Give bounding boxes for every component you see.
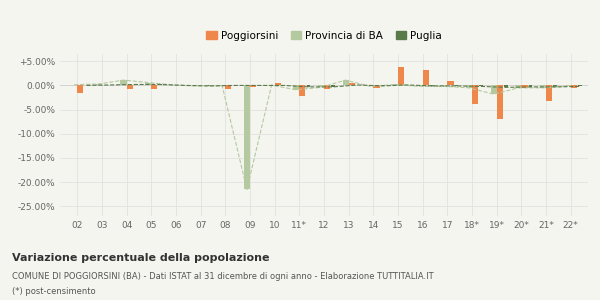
Bar [392, 85, 398, 86]
Bar [194, 85, 200, 86]
Bar [504, 85, 508, 87]
Bar [226, 85, 232, 89]
Text: (*) post-censimento: (*) post-censimento [12, 287, 95, 296]
Bar [250, 85, 256, 87]
Bar [571, 85, 577, 88]
Bar [381, 85, 385, 86]
Bar [546, 85, 552, 101]
Text: Variazione percentuale della popolazione: Variazione percentuale della popolazione [12, 253, 269, 263]
Bar [299, 85, 305, 96]
Bar [158, 85, 163, 86]
Bar [430, 85, 434, 86]
Bar [578, 85, 582, 86]
Bar [127, 85, 133, 89]
Bar [275, 83, 281, 85]
Bar [151, 85, 157, 89]
Bar [331, 85, 335, 87]
Bar [455, 85, 458, 86]
Bar [540, 85, 546, 88]
Bar [448, 81, 454, 85]
Bar [77, 85, 83, 93]
Bar [441, 85, 448, 86]
Bar [145, 82, 151, 85]
Bar [293, 85, 299, 90]
Bar [307, 85, 310, 87]
Bar [324, 85, 330, 89]
Bar [565, 85, 571, 86]
Bar [472, 85, 478, 104]
Bar [466, 85, 472, 88]
Bar [71, 85, 77, 86]
Bar [343, 80, 349, 86]
Bar [208, 85, 212, 86]
Bar [521, 85, 527, 88]
Bar [398, 67, 404, 86]
Text: COMUNE DI POGGIORSINI (BA) - Dati ISTAT al 31 dicembre di ogni anno - Elaborazio: COMUNE DI POGGIORSINI (BA) - Dati ISTAT … [12, 272, 434, 281]
Bar [244, 85, 250, 189]
Bar [318, 85, 324, 87]
Bar [134, 85, 138, 86]
Bar [479, 85, 483, 86]
Bar [349, 83, 355, 86]
Legend: Poggiorsini, Provincia di BA, Puglia: Poggiorsini, Provincia di BA, Puglia [202, 27, 446, 45]
Bar [416, 85, 422, 86]
Bar [491, 85, 497, 94]
Bar [373, 85, 380, 88]
Bar [529, 85, 532, 87]
Bar [96, 84, 102, 86]
Bar [515, 85, 521, 88]
Bar [219, 85, 226, 86]
Bar [121, 80, 127, 86]
Bar [497, 85, 503, 119]
Bar [422, 70, 429, 86]
Bar [553, 85, 557, 87]
Bar [367, 85, 373, 86]
